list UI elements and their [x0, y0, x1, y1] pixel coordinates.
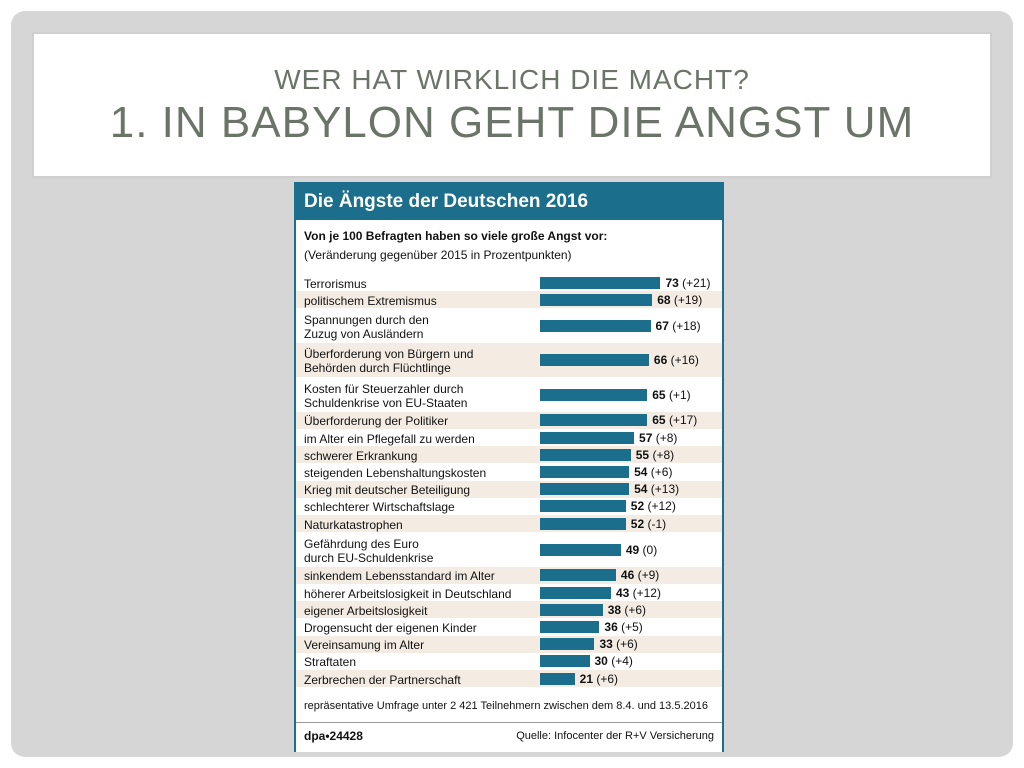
bar [540, 448, 631, 461]
value-label: 43 (+12) [615, 585, 661, 600]
bar [540, 569, 616, 582]
bar [540, 466, 630, 479]
chart-row: Drogensucht der eigenen Kinder 36 (+5) [296, 618, 722, 635]
footer-divider [296, 722, 722, 723]
bar [540, 276, 661, 289]
bar [540, 414, 648, 427]
bar [540, 620, 600, 633]
category-label: steigenden Lebenshaltungskosten [304, 466, 487, 481]
bar [540, 517, 626, 530]
bar [540, 603, 603, 616]
title-line-2: 1. IN BABYLON GEHT DIE ANGST UM [109, 98, 915, 147]
bar [540, 586, 611, 599]
category-label: Zerbrechen der Partnerschaft [304, 672, 461, 687]
category-label: Terrorismus [304, 276, 367, 291]
chart-row: Krieg mit deutscher Beteiligung 54 (+13) [296, 480, 722, 498]
value-label: 54 (+6) [634, 465, 673, 480]
bar [540, 293, 653, 306]
bar [540, 638, 595, 651]
chart-row: sinkendem Lebensstandard im Alter 46 (+9) [296, 566, 722, 584]
value-label: 65 (+1) [652, 387, 691, 402]
chart-row: Terrorismus 73 (+21) [296, 274, 722, 291]
category-label: Vereinsamung im Alter [304, 638, 425, 653]
chart-row: schlechterer Wirtschaftslage 52 (+12) [296, 498, 722, 515]
chart-row: höherer Arbeitslosigkeit in Deutschland 4… [296, 584, 722, 601]
category-label: Naturkatastrophen [304, 517, 403, 532]
value-label: 49 (0) [625, 542, 658, 557]
value-label: 73 (+21) [665, 275, 711, 290]
chart-row: Gefährdung des Euro durch EU-Schuldenkri… [296, 532, 722, 567]
bar [540, 500, 626, 513]
value-label: 46 (+9) [620, 568, 660, 583]
bar-chart: Die Ängste der Deutschen 2016 Von je 100… [294, 182, 724, 752]
bar [540, 543, 621, 556]
category-label: sinkendem Lebensstandard im Alter [304, 569, 495, 584]
category-label: Gefährdung des Euro durch EU-Schuldenkri… [304, 536, 434, 565]
chart-source: Quelle: Infocenter der R+V Versicherung [516, 730, 714, 742]
value-label: 67 (+18) [655, 318, 701, 333]
chart-row: Naturkatastrophen 52 (-1) [296, 515, 722, 533]
chart-row: Spannungen durch den Zuzug von Ausländer… [296, 308, 722, 343]
category-label: Überforderung von Bürgern und Behörden d… [304, 347, 474, 376]
chart-row: Straftaten 30 (+4) [296, 653, 722, 670]
bar [540, 431, 635, 444]
category-label: höherer Arbeitslosigkeit in Deutschland [304, 586, 512, 601]
bar [540, 483, 630, 496]
value-label: 57 (+8) [639, 430, 678, 445]
chart-title: Die Ängste der Deutschen 2016 [296, 182, 722, 220]
bar [540, 672, 575, 685]
chart-row: Kosten für Steuerzahler durch Schuldenkr… [296, 377, 722, 412]
bar [540, 388, 648, 401]
value-label: 30 (+4) [594, 654, 633, 669]
category-label: schwerer Erkrankung [304, 448, 418, 463]
value-label: 21 (+6) [579, 671, 619, 686]
category-label: Spannungen durch den Zuzug von Ausländer… [304, 312, 429, 341]
chart-footnote: repräsentative Umfrage unter 2 421 Teiln… [304, 700, 708, 712]
chart-subtitle-2: (Veränderung gegenüber 2015 in Prozentpu… [304, 248, 572, 262]
category-label: Überforderung der Politiker [304, 414, 449, 429]
value-label: 33 (+6) [599, 637, 638, 652]
bar [540, 319, 651, 332]
dpa-logo: dpa•24428 [304, 729, 363, 743]
chart-row: im Alter ein Pflegefall zu werden 57 (+8) [296, 429, 722, 446]
bar [540, 354, 649, 367]
category-label: eigener Arbeitslosigkeit [304, 603, 428, 618]
chart-row: schwerer Erkrankung 55 (+8) [296, 446, 722, 464]
category-label: Drogensucht der eigenen Kinder [304, 620, 477, 635]
value-label: 54 (+13) [634, 482, 680, 497]
title-box: WER HAT WIRKLICH DIE MACHT? 1. IN BABYLO… [32, 32, 992, 178]
title-line-1: WER HAT WIRKLICH DIE MACHT? [274, 64, 750, 95]
category-label: Straftaten [304, 655, 357, 670]
chart-row: Vereinsamung im Alter 33 (+6) [296, 635, 722, 653]
value-label: 52 (+12) [630, 499, 676, 514]
value-label: 52 (-1) [630, 516, 667, 531]
value-label: 38 (+6) [607, 602, 647, 617]
chart-row: Überforderung von Bürgern und Behörden d… [296, 342, 722, 378]
category-label: politischem Extremismus [304, 293, 437, 308]
value-label: 65 (+17) [652, 413, 698, 428]
chart-row: politischem Extremismus 68 (+19) [296, 291, 722, 309]
category-label: Krieg mit deutscher Beteiligung [304, 483, 471, 498]
bar [540, 655, 590, 668]
chart-subtitle: Von je 100 Befragten haben so viele groß… [304, 229, 608, 243]
chart-row: Überforderung der Politiker 65 (+17) [296, 411, 722, 430]
value-label: 66 (+16) [653, 353, 699, 368]
value-label: 36 (+5) [604, 619, 643, 634]
chart-row: steigenden Lebenshaltungskosten 54 (+6) [296, 464, 722, 481]
chart-row: eigener Arbeitslosigkeit 38 (+6) [296, 601, 722, 619]
value-label: 68 (+19) [657, 292, 703, 307]
category-label: Kosten für Steuerzahler durch Schuldenkr… [304, 381, 468, 410]
category-label: im Alter ein Pflegefall zu werden [304, 431, 475, 446]
chart-row: Zerbrechen der Partnerschaft 21 (+6) [296, 670, 722, 688]
value-label: 55 (+8) [635, 447, 675, 462]
category-label: schlechterer Wirtschaftslage [304, 500, 455, 515]
